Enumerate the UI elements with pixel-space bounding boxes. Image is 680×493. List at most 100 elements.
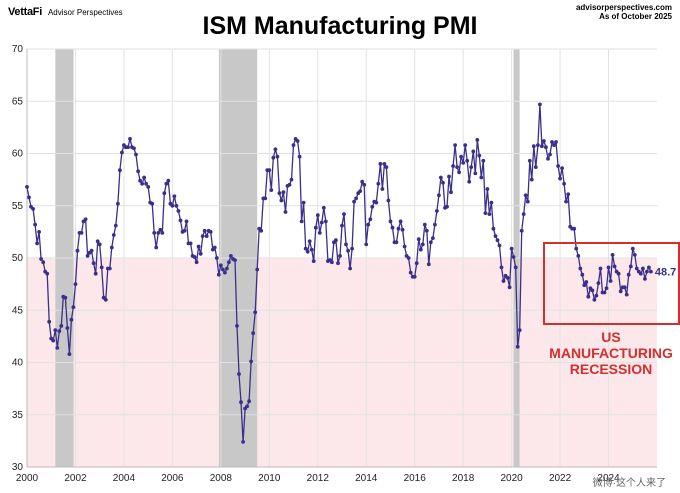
pmi-point xyxy=(384,165,389,170)
pmi-point xyxy=(198,251,203,256)
pmi-point xyxy=(158,227,163,232)
pmi-point xyxy=(160,231,165,235)
pmi-point xyxy=(360,179,365,184)
pmi-point xyxy=(85,254,90,258)
pmi-point xyxy=(227,260,231,265)
pmi-point xyxy=(128,137,132,141)
watermark: 微博·这个人来了 xyxy=(592,478,666,489)
pmi-point xyxy=(398,219,403,224)
pmi-point xyxy=(120,150,124,155)
pmi-point xyxy=(138,178,143,183)
pmi-point xyxy=(511,255,516,259)
pmi-point xyxy=(25,185,29,189)
pmi-point xyxy=(63,295,68,300)
x-tick-label: 2020 xyxy=(500,473,523,484)
recession-annotation: US MANUFACTURING RECESSION xyxy=(536,329,680,377)
pmi-point xyxy=(225,266,229,271)
pmi-point xyxy=(51,338,56,343)
y-tick-label: 45 xyxy=(12,305,24,316)
pmi-point xyxy=(542,139,546,143)
pmi-point xyxy=(305,249,310,254)
pmi-point xyxy=(303,246,308,251)
pmi-point xyxy=(109,245,114,250)
pmi-point xyxy=(241,440,246,444)
x-tick-label: 2016 xyxy=(404,473,427,484)
pmi-point xyxy=(93,271,98,276)
pmi-point xyxy=(517,328,522,332)
pmi-point xyxy=(142,175,147,180)
y-tick-label: 65 xyxy=(12,96,24,107)
pmi-point xyxy=(154,245,159,250)
pmi-point xyxy=(566,192,571,197)
pmi-point xyxy=(176,209,181,213)
pmi-point xyxy=(564,199,568,204)
pmi-point xyxy=(279,198,284,203)
pmi-point xyxy=(73,282,78,286)
x-tick-label: 2002 xyxy=(64,473,87,484)
x-tick-label: 2022 xyxy=(549,473,572,484)
pmi-point xyxy=(487,212,492,217)
pmi-point xyxy=(630,246,635,251)
source-note: advisorperspectives.com As of October 20… xyxy=(576,3,672,21)
pmi-point xyxy=(166,178,171,183)
pmi-point xyxy=(626,272,631,277)
brand-subtitle: Advisor Perspectives xyxy=(47,8,123,17)
y-tick-label: 60 xyxy=(12,149,24,160)
source-url: advisorperspectives.com xyxy=(575,3,672,12)
x-tick-label: 2024 xyxy=(597,473,620,484)
pmi-point xyxy=(107,266,112,271)
pmi-point xyxy=(319,220,324,225)
pmi-point xyxy=(75,248,80,253)
pmi-point xyxy=(188,241,193,246)
pmi-point xyxy=(380,187,385,191)
pmi-point xyxy=(247,399,252,404)
pmi-point xyxy=(632,253,637,257)
pmi-point xyxy=(548,152,552,157)
pmi-point xyxy=(150,201,155,206)
pmi-point xyxy=(638,271,643,276)
pmi-point xyxy=(297,154,302,159)
pmi-point xyxy=(414,261,419,266)
y-tick-label: 30 xyxy=(12,462,24,473)
pmi-point xyxy=(174,203,179,208)
pmi-point xyxy=(426,262,431,267)
annotation-line-2: MANUFACTURING xyxy=(549,345,673,361)
pmi-point xyxy=(53,328,58,332)
pmi-point xyxy=(420,242,425,247)
pmi-point xyxy=(396,226,401,231)
x-tick-label: 2004 xyxy=(113,473,136,484)
pmi-point xyxy=(358,189,363,194)
pmi-point xyxy=(386,198,391,203)
pmi-point xyxy=(194,260,199,265)
pmi-point xyxy=(235,324,239,328)
x-tick-label: 2000 xyxy=(16,473,39,484)
pmi-point xyxy=(291,143,296,148)
pmi-point xyxy=(152,231,157,235)
pmi-point xyxy=(289,177,294,182)
annotation-line-3: RECESSION xyxy=(569,361,653,377)
pmi-point xyxy=(45,271,50,276)
pmi-point xyxy=(249,359,254,364)
pmi-point xyxy=(645,269,649,274)
pmi-point xyxy=(628,264,633,269)
pmi-point xyxy=(624,292,629,297)
pmi-point xyxy=(57,329,62,333)
pmi-point xyxy=(301,200,306,205)
x-tick-label: 2018 xyxy=(452,473,475,484)
pmi-point xyxy=(364,242,369,247)
pmi-point xyxy=(271,155,276,160)
pmi-point xyxy=(435,209,439,213)
pmi-point xyxy=(590,288,595,293)
pmi-point xyxy=(402,244,407,249)
pmi-point xyxy=(295,139,300,143)
x-tick-label: 2006 xyxy=(161,473,184,484)
pmi-point xyxy=(366,222,371,227)
pmi-point xyxy=(196,244,201,249)
chart-title: ISM Manufacturing PMI xyxy=(202,12,478,40)
pmi-point xyxy=(501,279,506,283)
pmi-point xyxy=(113,223,118,228)
pmi-point xyxy=(525,199,530,204)
pmi-point xyxy=(111,233,116,237)
pmi-point xyxy=(221,267,225,272)
brand-name: VettaFi xyxy=(8,6,42,18)
